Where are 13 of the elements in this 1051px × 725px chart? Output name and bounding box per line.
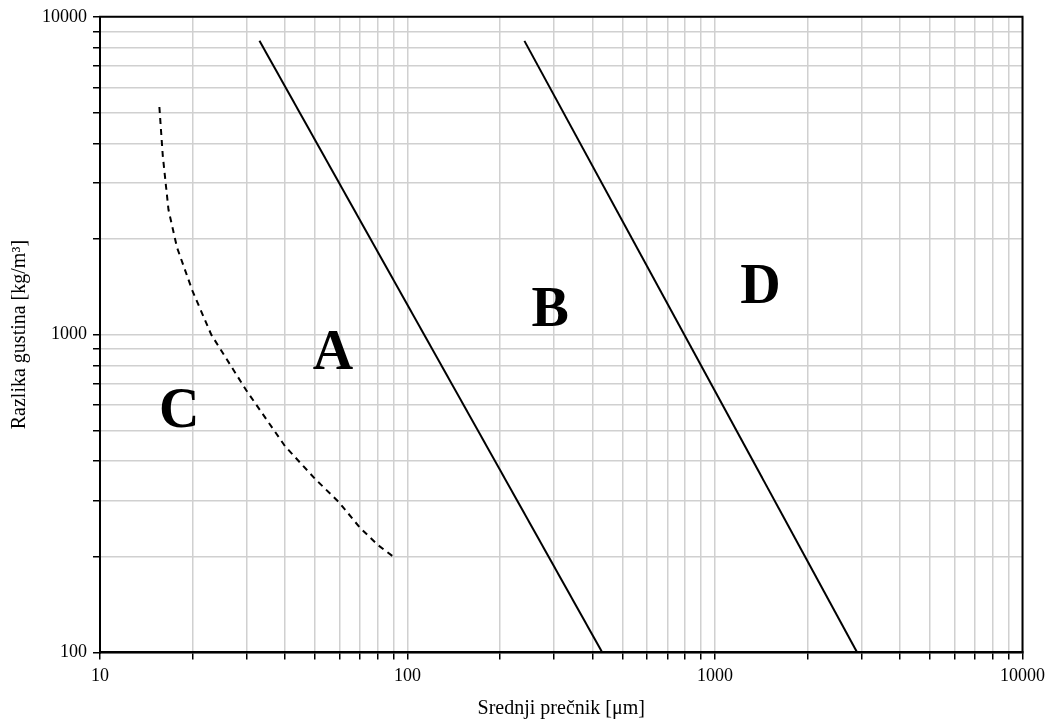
annotation: C	[159, 377, 200, 440]
y-axis-title: Razlika gustina [kg/m³]	[7, 239, 31, 430]
y-tick-label: 100	[60, 641, 87, 662]
y-tick-label: 10000	[42, 5, 87, 26]
x-tick-label: 10000	[1000, 664, 1045, 685]
x-tick-label: 1000	[697, 664, 733, 685]
annotation: A	[312, 318, 354, 381]
annotation: B	[531, 276, 569, 339]
x-axis-title: Srednji prečnik [μm]	[477, 696, 645, 720]
x-tick-label: 10	[91, 664, 109, 685]
x-tick-label: 100	[394, 664, 421, 685]
annotation: D	[740, 252, 781, 315]
y-tick-label: 1000	[51, 323, 87, 344]
